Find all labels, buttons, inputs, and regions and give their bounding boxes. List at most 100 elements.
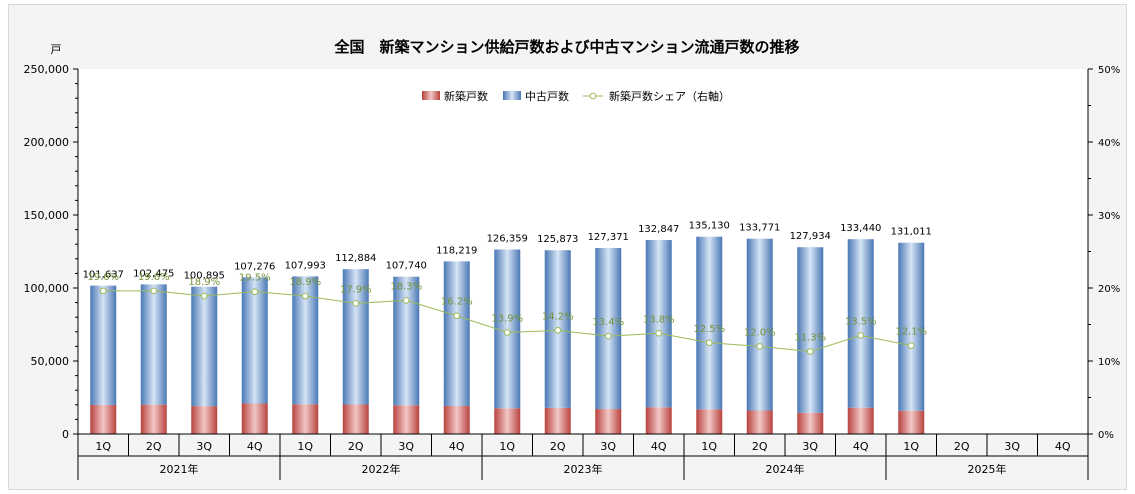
y2-tick-label-4: 40% bbox=[1098, 138, 1120, 149]
share-label-1: 19.6% bbox=[138, 272, 170, 283]
x-tick-label-3: 4Q bbox=[247, 440, 263, 453]
y2-tick-label-3: 30% bbox=[1098, 211, 1120, 222]
x-tick-label-12: 1Q bbox=[701, 440, 717, 453]
y-tick-label-2: 100,000 bbox=[24, 282, 70, 295]
share-label-6: 18.3% bbox=[390, 281, 422, 292]
share-label-15: 13.5% bbox=[845, 316, 877, 327]
group-label-3: 2024年 bbox=[766, 462, 805, 476]
share-label-5: 17.9% bbox=[340, 284, 372, 295]
share-label-9: 14.2% bbox=[542, 311, 574, 322]
x-tick-label-11: 4Q bbox=[651, 440, 667, 453]
x-tick-label-5: 2Q bbox=[348, 440, 364, 453]
group-label-2: 2023年 bbox=[564, 462, 603, 476]
total-label-3: 107,276 bbox=[234, 261, 275, 272]
bar-new-2 bbox=[191, 406, 218, 434]
x-tick-label-14: 3Q bbox=[802, 440, 818, 453]
y2-tick-label-2: 20% bbox=[1098, 284, 1120, 295]
share-label-0: 19.6% bbox=[87, 272, 119, 283]
y-axis-unit-label: 戸 bbox=[51, 43, 62, 56]
total-label-5: 112,884 bbox=[335, 253, 376, 264]
share-point-14 bbox=[806, 348, 814, 355]
bar-new-1 bbox=[140, 404, 167, 434]
bar-used-5 bbox=[342, 269, 369, 405]
bar-used-0 bbox=[90, 285, 117, 405]
bar-new-5 bbox=[342, 404, 369, 434]
total-label-9: 125,873 bbox=[537, 234, 578, 245]
legend: 新築戸数 中古戸数 新築戸数シェア（右軸） bbox=[422, 89, 730, 103]
bar-new-13 bbox=[746, 410, 773, 434]
bar-used-11 bbox=[645, 240, 672, 408]
share-point-10 bbox=[604, 332, 612, 340]
x-tick-label-16: 1Q bbox=[903, 440, 919, 453]
bars-layer bbox=[90, 236, 925, 434]
labels-layer: 101,637 102,475 100,895 107,276 107,993 112,8… bbox=[83, 221, 932, 344]
x-tick-label-9: 2Q bbox=[550, 440, 566, 453]
y-tick-label-3: 150,000 bbox=[24, 209, 70, 222]
x-tick-label-15: 4Q bbox=[853, 440, 869, 453]
x-tick-label-2: 3Q bbox=[196, 440, 212, 453]
legend-label-share: 新築戸数シェア（右軸） bbox=[609, 89, 730, 103]
y-tick-label-1: 50,000 bbox=[31, 355, 70, 368]
share-point-0 bbox=[99, 287, 107, 295]
bar-new-16 bbox=[898, 410, 925, 434]
share-point-15 bbox=[857, 332, 865, 339]
x-tick-label-19: 4Q bbox=[1055, 440, 1071, 453]
bar-used-15 bbox=[847, 239, 874, 408]
x-tick-label-0: 1Q bbox=[95, 440, 111, 453]
y-tick-label-0: 0 bbox=[62, 428, 69, 441]
bar-new-15 bbox=[847, 407, 874, 434]
bar-used-3 bbox=[241, 277, 268, 404]
total-label-14: 127,934 bbox=[790, 231, 831, 242]
share-point-1 bbox=[150, 287, 158, 295]
bar-used-6 bbox=[393, 276, 420, 406]
share-label-11: 13.8% bbox=[643, 314, 675, 325]
share-label-8: 13.9% bbox=[491, 314, 523, 325]
y2-tick-label-1: 10% bbox=[1098, 357, 1120, 368]
bar-used-8 bbox=[494, 249, 521, 409]
bar-new-8 bbox=[494, 408, 521, 434]
bar-used-13 bbox=[746, 238, 773, 411]
bar-new-3 bbox=[241, 403, 268, 434]
y-tick-label-4: 200,000 bbox=[24, 136, 70, 149]
legend-label-used: 中古戸数 bbox=[525, 90, 569, 103]
chart-title: 全国 新築マンション供給戸数および中古マンション流通戸数の推移 bbox=[333, 38, 799, 56]
total-label-15: 133,440 bbox=[840, 223, 881, 234]
bar-used-2 bbox=[191, 286, 218, 407]
bar-used-10 bbox=[595, 248, 622, 410]
x-tick-label-13: 2Q bbox=[752, 440, 768, 453]
share-point-6 bbox=[402, 297, 410, 304]
share-point-11 bbox=[655, 329, 663, 337]
share-point-7 bbox=[453, 312, 461, 320]
share-label-3: 19.5% bbox=[239, 273, 271, 284]
total-label-13: 133,771 bbox=[739, 223, 780, 234]
x-tick-label-17: 2Q bbox=[954, 440, 970, 453]
share-point-16 bbox=[907, 342, 915, 349]
y2-tick-label-5: 50% bbox=[1098, 65, 1120, 76]
total-label-6: 107,740 bbox=[386, 261, 427, 272]
group-label-4: 2025年 bbox=[968, 462, 1007, 476]
share-point-9 bbox=[554, 327, 562, 334]
bar-new-6 bbox=[393, 405, 420, 434]
y-tick-label-5: 250,000 bbox=[24, 63, 70, 76]
share-point-12 bbox=[705, 339, 713, 347]
x-tick-label-1: 2Q bbox=[146, 440, 162, 453]
total-label-16: 131,011 bbox=[891, 227, 932, 238]
group-label-0: 2021年 bbox=[160, 462, 199, 476]
axes-layer: 0 50,000 100,000 150,000 200,000 250,000 0% 10%… bbox=[24, 63, 1120, 480]
total-label-7: 118,219 bbox=[436, 245, 477, 256]
share-label-14: 11.3% bbox=[794, 333, 826, 344]
x-tick-label-18: 3Q bbox=[1004, 440, 1020, 453]
bar-new-10 bbox=[595, 409, 622, 434]
bar-used-1 bbox=[140, 284, 167, 405]
share-point-13 bbox=[756, 343, 764, 350]
legend-marker-share bbox=[589, 92, 597, 100]
bar-new-4 bbox=[292, 404, 319, 434]
bar-used-14 bbox=[797, 247, 824, 413]
share-label-10: 13.4% bbox=[592, 317, 624, 328]
group-label-1: 2022年 bbox=[362, 462, 401, 476]
total-label-8: 126,359 bbox=[487, 234, 528, 245]
total-label-12: 135,130 bbox=[689, 221, 730, 232]
x-tick-label-4: 1Q bbox=[297, 440, 313, 453]
total-label-10: 127,371 bbox=[588, 232, 629, 243]
